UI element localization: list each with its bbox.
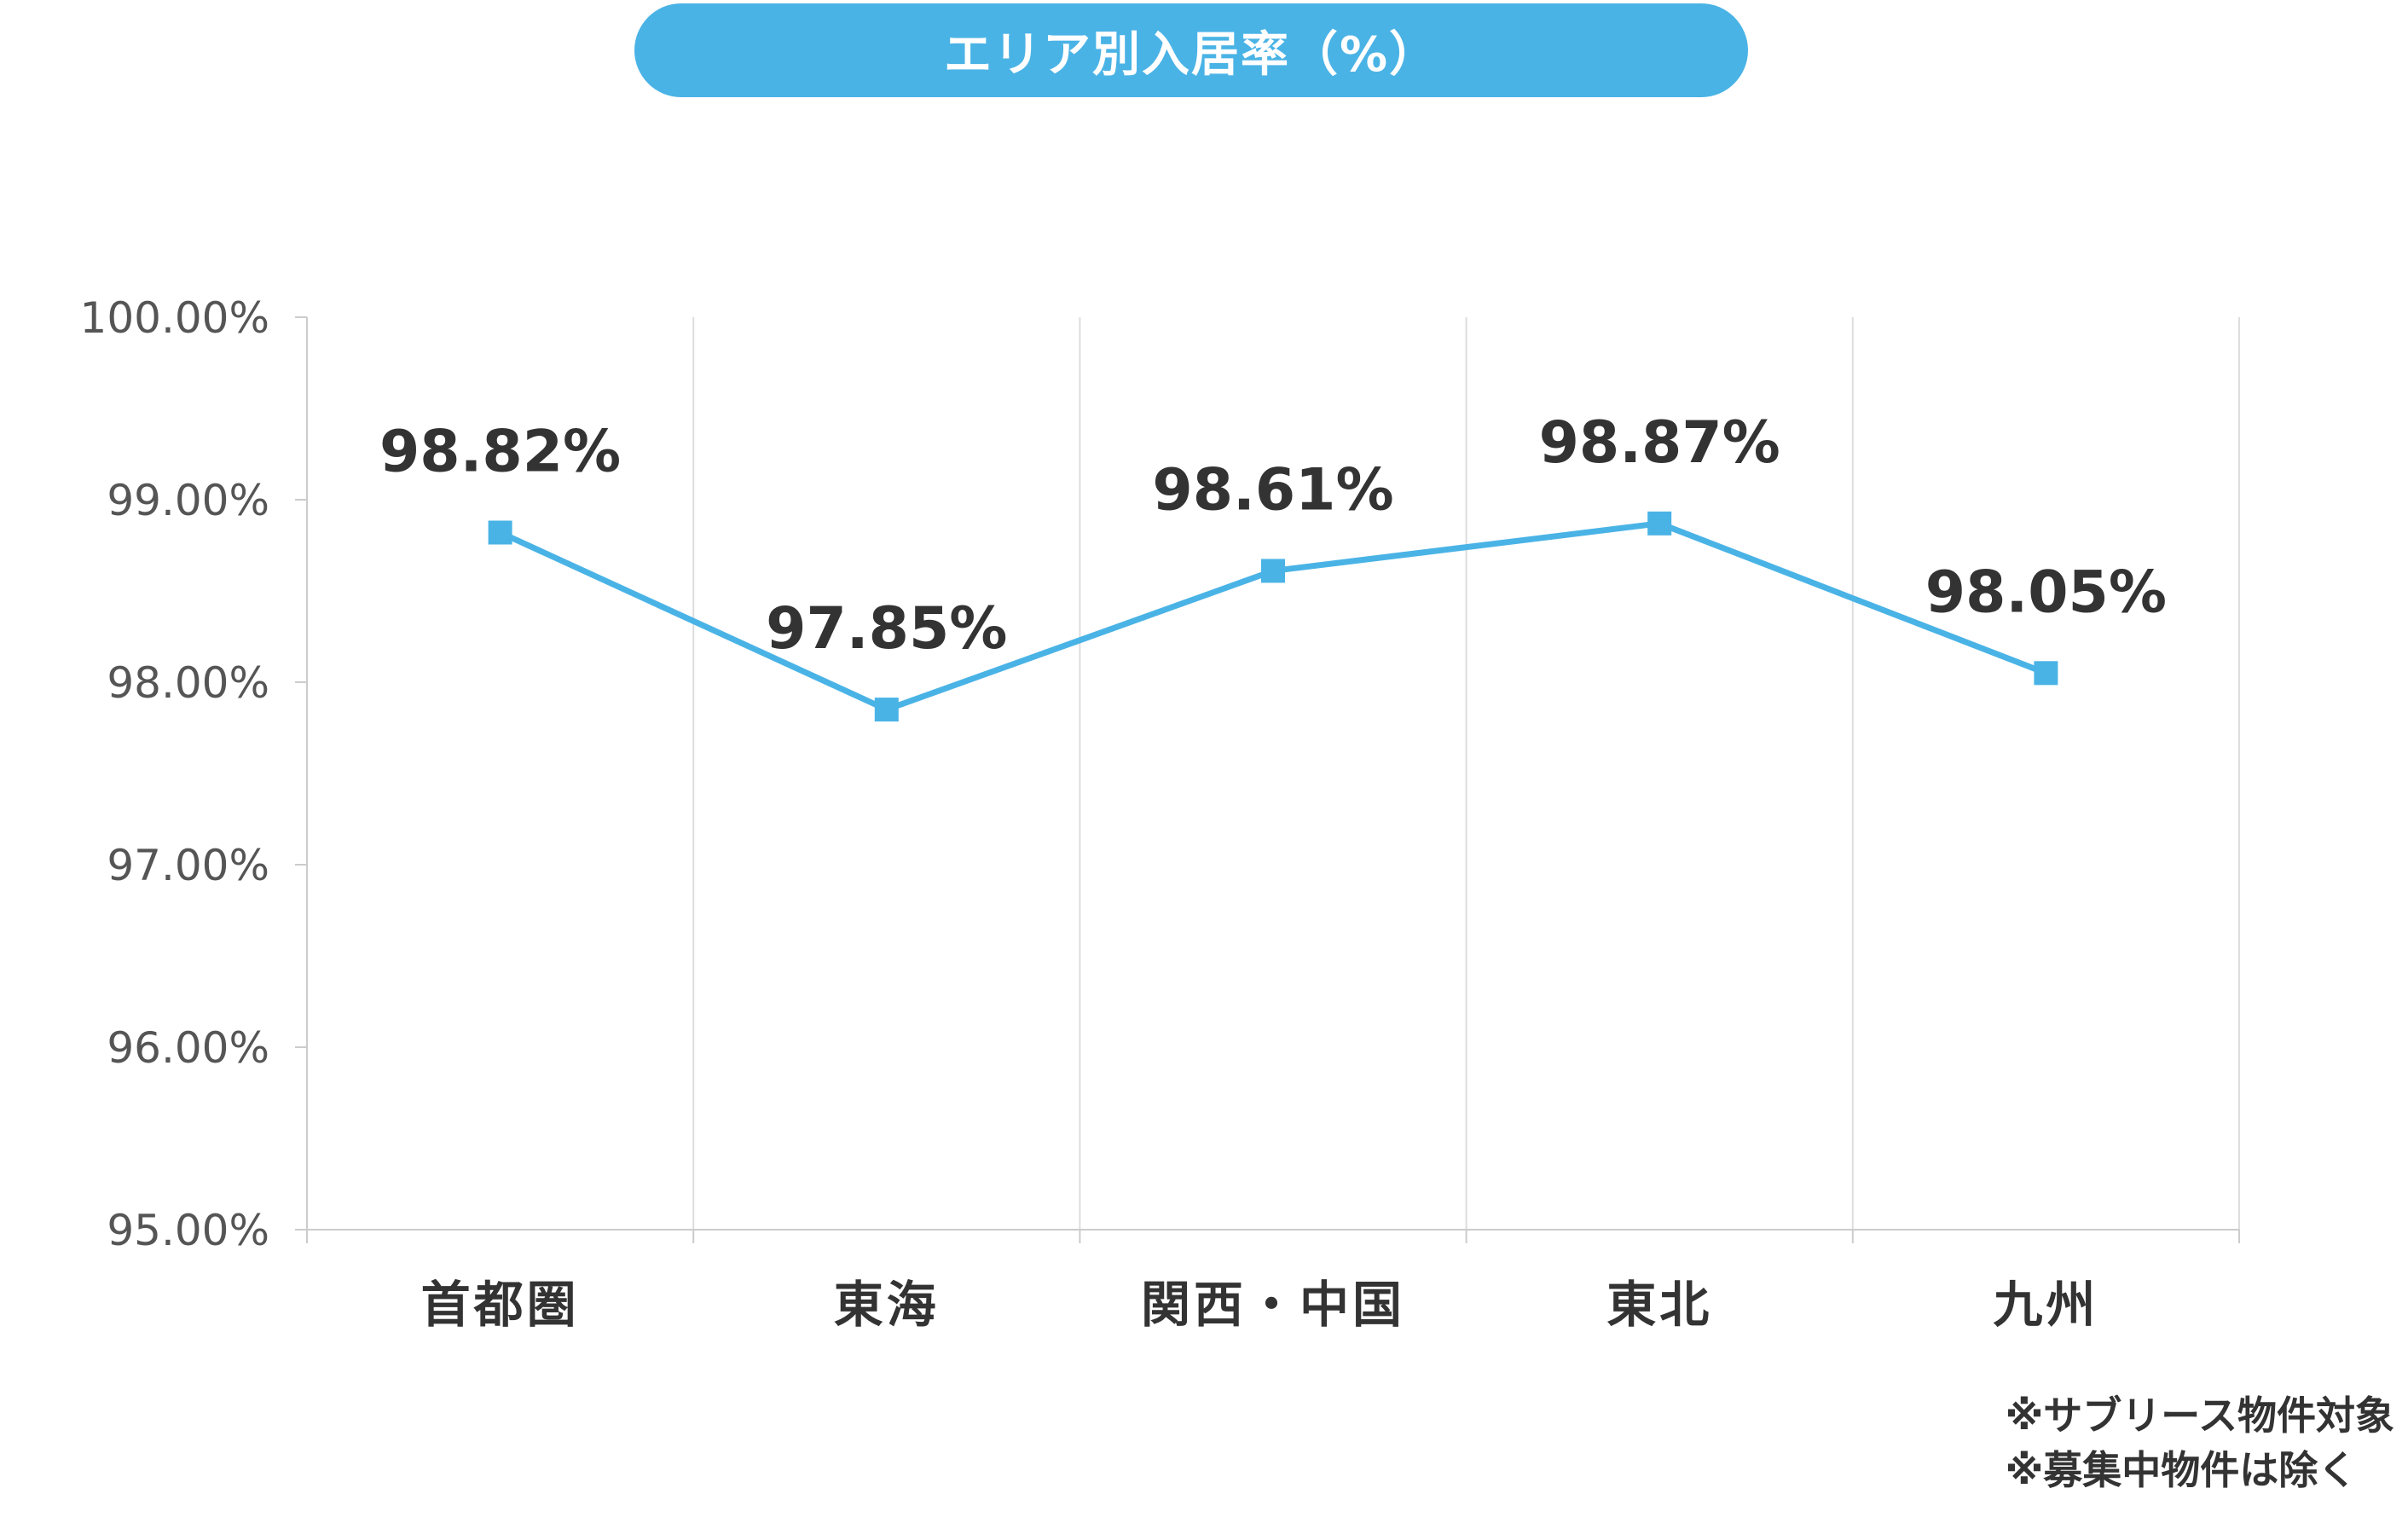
- y-axis-tick-labels: 100.00% 99.00% 98.00% 97.00% 96.00% 95.00%: [80, 293, 269, 1255]
- footnote-vacancy: ※募集中物件は除く: [2005, 1447, 2358, 1493]
- data-label: 97.85%: [766, 595, 1007, 663]
- axes: [295, 316, 2240, 1243]
- data-label: 98.82%: [379, 419, 621, 486]
- y-tick-label: 96.00%: [107, 1023, 269, 1073]
- data-label: 98.61%: [1152, 456, 1393, 524]
- x-category-label: 関西・中国: [1141, 1276, 1405, 1334]
- data-point-marker: [1647, 511, 1672, 536]
- y-tick-label: 97.00%: [107, 841, 269, 890]
- y-tick-label: 95.00%: [107, 1206, 269, 1255]
- x-category-label: 東北: [1606, 1276, 1712, 1334]
- footnotes: ※サブリース物件対象 ※募集中物件は除く: [2006, 1388, 2394, 1497]
- x-axis-category-labels: 首都圏 東海 関西・中国 東北 九州: [421, 1276, 2098, 1334]
- y-tick-label: 100.00%: [80, 293, 269, 343]
- data-point-marker: [874, 698, 899, 722]
- x-category-label: 首都圏: [421, 1276, 580, 1334]
- data-point-marker: [488, 520, 512, 545]
- data-point-marker: [2034, 661, 2058, 686]
- series-line: [499, 520, 2047, 713]
- y-tick-label: 98.00%: [107, 658, 269, 708]
- series-occupancy: [488, 511, 2058, 722]
- data-point-marker: [1261, 559, 1285, 583]
- data-label: 98.87%: [1539, 409, 1780, 477]
- x-category-label: 東海: [834, 1276, 940, 1334]
- data-labels: 98.82% 97.85% 98.61% 98.87% 98.05%: [379, 409, 2167, 663]
- footnote-sublease: ※サブリース物件対象: [2005, 1393, 2394, 1439]
- x-category-label: 九州: [1993, 1276, 2098, 1334]
- chart-title: エリア別入居率（%）: [634, 3, 1748, 97]
- y-tick-label: 99.00%: [107, 476, 269, 525]
- data-label: 98.05%: [1925, 559, 2167, 626]
